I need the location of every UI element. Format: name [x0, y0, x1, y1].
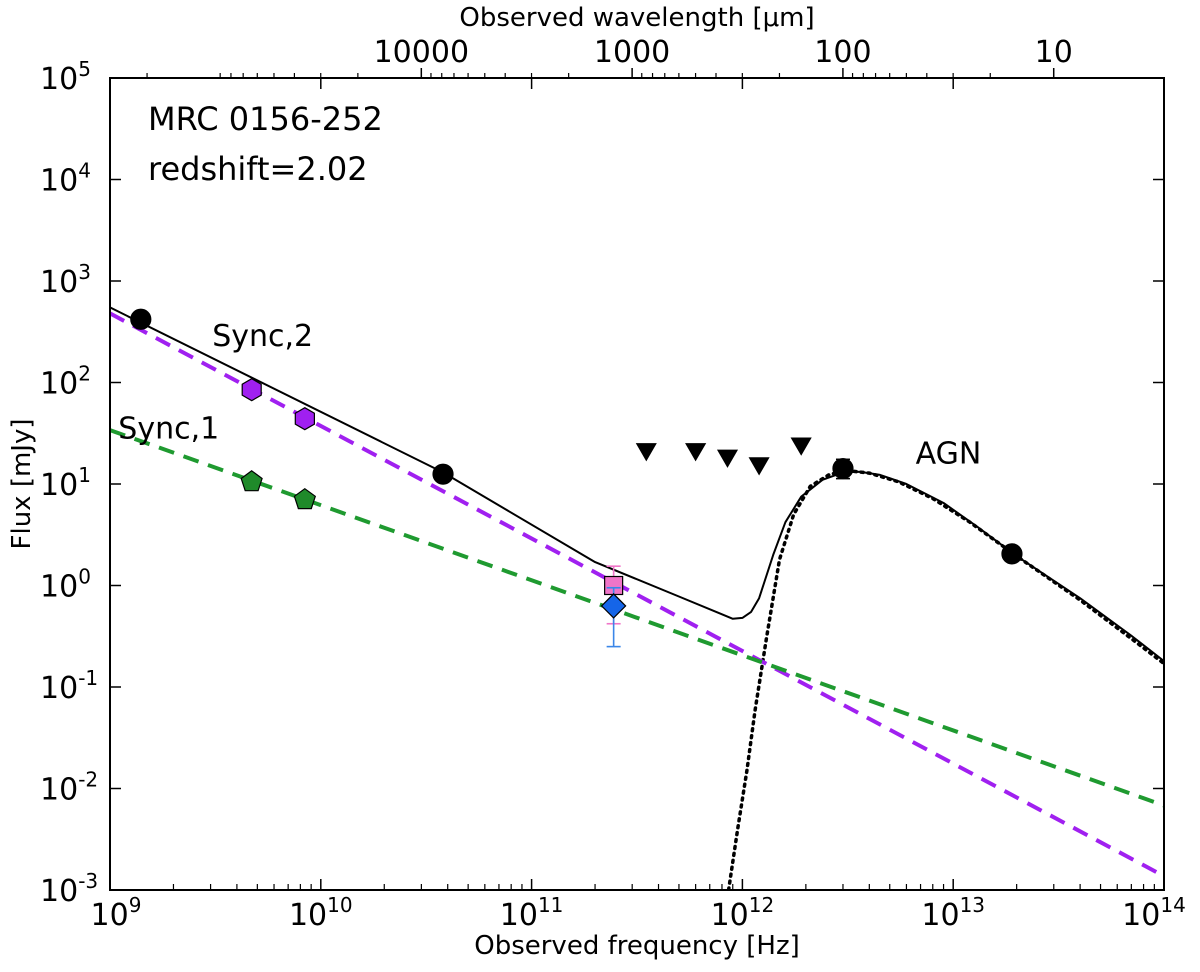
detection-point: [832, 457, 854, 480]
x-tick-label: 1012: [711, 893, 775, 933]
y-tick-label: 101: [40, 463, 91, 503]
source-name-annotation: MRC 0156-252: [148, 100, 383, 138]
plot-frame: [109, 77, 1165, 891]
detection-point: [432, 463, 454, 485]
x-tick-label: 1014: [1122, 893, 1186, 933]
agn-label: AGN: [916, 436, 982, 471]
detection-point: [130, 308, 152, 330]
detection-point: [1001, 543, 1023, 565]
top-axis-label: Observed wavelength [μm]: [459, 3, 814, 33]
y-tick-label: 102: [40, 362, 91, 402]
top-tick-label: 1000: [594, 35, 670, 70]
x-tick-label: 1011: [500, 893, 564, 933]
x-tick-label: 1013: [921, 893, 985, 933]
sync2-model-line: [110, 311, 1164, 878]
y-tick-label: 104: [40, 159, 91, 199]
sync2-label: Sync,2: [212, 319, 313, 354]
sync2-data-point: [241, 378, 262, 402]
upper-limit-point: [748, 457, 770, 476]
axis-ticks-layer: 109 1010 1011 1012 1013 1014 10-3 10-2 10-1 100 10…: [40, 35, 1186, 933]
y-tick-label: 103: [40, 260, 91, 300]
top-tick-label: 10: [1035, 35, 1073, 70]
x-axis-label: Observed frequency [Hz]: [474, 931, 800, 961]
upper-limit-point: [685, 443, 707, 462]
sync2-data-point: [294, 407, 315, 431]
top-tick-label: 10000: [374, 35, 469, 70]
upper-limit-point: [790, 437, 812, 456]
top-tick-label: 100: [814, 35, 871, 70]
upper-limit-point: [716, 449, 739, 468]
agn-model-line: [726, 469, 1164, 890]
y-tick-label: 10-3: [40, 869, 98, 909]
upper-limit-point: [635, 443, 657, 462]
sync1-data-point: [240, 470, 263, 492]
data-points-layer: [130, 308, 1023, 648]
x-tick-label: 109: [91, 893, 142, 933]
model-curves-layer: [110, 306, 1164, 890]
diamond-data-point: [600, 593, 627, 619]
y-tick-label: 105: [40, 57, 91, 97]
y-tick-label: 10-2: [40, 768, 98, 808]
sync1-label: Sync,1: [118, 412, 219, 447]
total-model-line: [110, 306, 1164, 662]
y-tick-label: 10-1: [40, 666, 98, 706]
y-tick-label: 100: [40, 565, 91, 605]
redshift-annotation: redshift=2.02: [148, 150, 368, 188]
sync1-model-line: [110, 428, 1164, 808]
y-axis-label: Flux [mJy]: [7, 419, 37, 550]
sync1-data-point: [293, 487, 317, 510]
x-tick-label: 1010: [289, 893, 353, 933]
